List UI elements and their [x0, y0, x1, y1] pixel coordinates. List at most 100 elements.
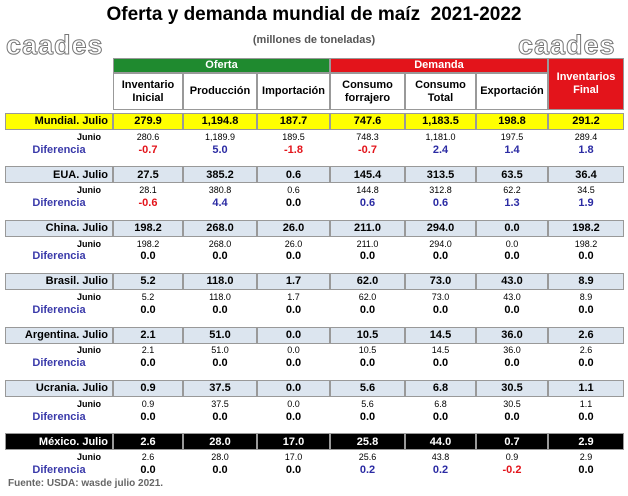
cell-value: 17.0 — [257, 433, 330, 451]
cell-value: 25.6 — [358, 452, 377, 463]
row-label: Ucrania. Julio — [5, 380, 113, 397]
cell-value: -0.2 — [502, 464, 522, 477]
cell-value: 0.9 — [505, 452, 519, 463]
cell-value: 0.6 — [257, 166, 330, 184]
cell-value: 0.0 — [285, 197, 302, 210]
cell-value: 211.0 — [356, 238, 379, 249]
cell-value: 34.5 — [577, 185, 595, 196]
cell-value: 0.2 — [359, 464, 376, 477]
cell-value: 2.6 — [548, 326, 624, 344]
cell-value: 2.9 — [548, 433, 624, 451]
cell-value: 1.9 — [578, 197, 594, 210]
row-label: Junio — [77, 452, 101, 463]
cell-value: 0.0 — [578, 410, 594, 423]
cell-value: 73.0 — [431, 292, 450, 303]
cell-value: 1,181.0 — [425, 131, 456, 142]
logo: caades — [6, 30, 104, 61]
cell-value: 0.0 — [285, 410, 302, 423]
cell-value: 2.6 — [141, 452, 155, 463]
cell-value: 0.6 — [359, 197, 376, 210]
cell-value: 0.0 — [212, 303, 228, 316]
cell-value: 2.6 — [113, 433, 183, 451]
cell-value: 6.8 — [434, 398, 447, 409]
cell-value: 0.0 — [359, 303, 376, 316]
cell-value: 748.3 — [356, 131, 379, 142]
cell-value: 0.0 — [476, 219, 548, 237]
cell-value: 0.0 — [432, 357, 449, 370]
row-label: Diferencia — [32, 410, 86, 423]
row-label: China. Julio — [5, 219, 113, 237]
cell-value: 4.4 — [212, 197, 228, 210]
cell-value: -0.7 — [138, 143, 158, 156]
cell-value: 268.0 — [208, 238, 232, 249]
cell-value: 0.0 — [578, 357, 594, 370]
cell-value: 25.8 — [330, 433, 405, 451]
cell-value: 385.2 — [183, 166, 257, 184]
cell-value: 5.0 — [212, 143, 228, 156]
cell-value: 145.4 — [330, 166, 405, 184]
row-label: Diferencia — [32, 357, 86, 370]
cell-value: 0.0 — [285, 464, 302, 477]
cell-value: 6.8 — [405, 380, 476, 397]
cell-value: 0.0 — [578, 464, 594, 477]
footer: Fuente: USDA: wasde julio 2021. — [8, 478, 164, 489]
cell-value: 0.6 — [287, 185, 300, 196]
cell-value: 294.0 — [429, 238, 452, 249]
cell-value: 0.0 — [287, 398, 300, 409]
cell-value: 0.0 — [257, 326, 330, 344]
cell-value: 28.0 — [183, 433, 257, 451]
cell-value: 0.0 — [578, 303, 594, 316]
cell-value: 313.5 — [405, 166, 476, 184]
cell-value: 0.0 — [140, 464, 156, 477]
cell-value: 279.9 — [113, 113, 183, 130]
group-header: Oferta — [113, 58, 330, 73]
cell-value: 189.5 — [282, 131, 305, 142]
cell-value: 0.0 — [504, 303, 520, 316]
cell-value: 198.2 — [548, 219, 624, 237]
cell-value: 2.6 — [579, 345, 593, 356]
cell-value: 26.0 — [257, 219, 330, 237]
cell-value: 0.0 — [432, 250, 449, 263]
row-label: Junio — [77, 131, 101, 142]
cell-value: 10.5 — [358, 345, 377, 356]
column-header: Consumo forrajero — [330, 73, 405, 110]
cell-value: 27.5 — [113, 166, 183, 184]
cell-value: 10.5 — [330, 326, 405, 344]
cell-value: 0.0 — [505, 238, 519, 249]
cell-value: 289.4 — [574, 131, 598, 142]
cell-value: 8.9 — [579, 292, 593, 303]
cell-value: 187.7 — [257, 113, 330, 130]
cell-value: 2.1 — [113, 326, 183, 344]
cell-value: 1.1 — [579, 398, 593, 409]
cell-value: 73.0 — [405, 273, 476, 291]
cell-value: 0.0 — [432, 303, 449, 316]
cell-value: 0.0 — [359, 410, 376, 423]
cell-value: 37.5 — [211, 398, 229, 409]
cell-value: 0.0 — [140, 357, 156, 370]
row-label: Mundial. Julio — [5, 113, 113, 130]
cell-value: 380.8 — [208, 185, 232, 196]
cell-value: 198.2 — [574, 238, 598, 249]
cell-value: 30.5 — [476, 380, 548, 397]
cell-value: 14.5 — [405, 326, 476, 344]
subtitle: (millones de toneladas) — [252, 34, 376, 46]
cell-value: 1,189.9 — [204, 131, 236, 142]
cell-value: 36.0 — [476, 326, 548, 344]
cell-value: 0.0 — [140, 303, 156, 316]
cell-value: 198.8 — [476, 113, 548, 130]
cell-value: 268.0 — [183, 219, 257, 237]
cell-value: 0.0 — [140, 410, 156, 423]
cell-value: 8.9 — [548, 273, 624, 291]
cell-value: 14.5 — [431, 345, 450, 356]
cell-value: 51.0 — [183, 326, 257, 344]
row-label: Junio — [77, 292, 101, 303]
cell-value: 5.6 — [330, 380, 405, 397]
cell-value: 0.9 — [141, 398, 155, 409]
cell-value: 51.0 — [211, 345, 229, 356]
row-label: Argentina. Julio — [5, 326, 113, 344]
row-label: Diferencia — [32, 250, 86, 263]
cell-value: 1,194.8 — [183, 113, 257, 130]
row-label: México. Julio — [5, 433, 113, 451]
cell-value: 0.0 — [432, 410, 449, 423]
